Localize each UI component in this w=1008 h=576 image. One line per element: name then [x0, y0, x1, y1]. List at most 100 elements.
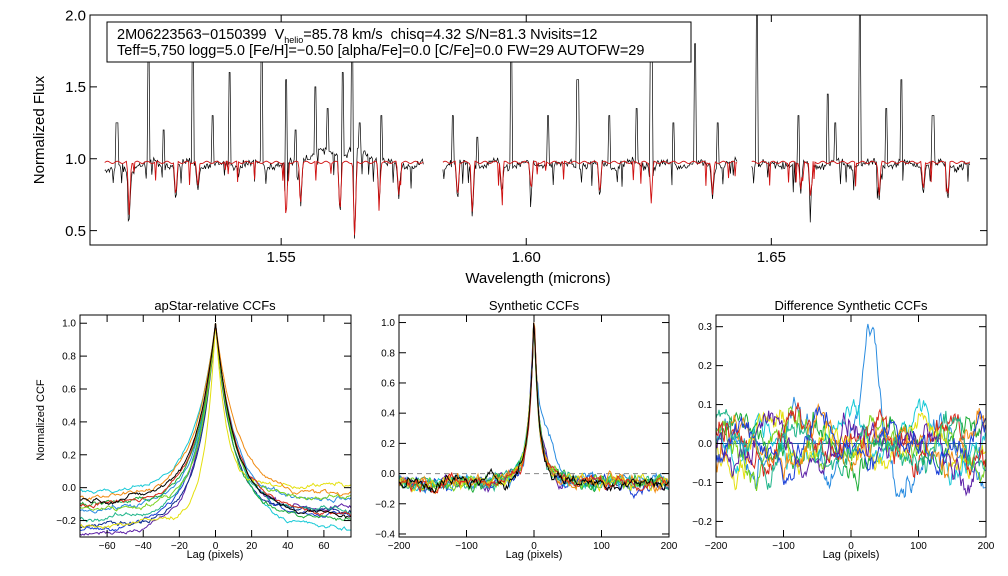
ccf-apstar-ytick-label: 0.6 — [62, 385, 76, 396]
ccf-difference-ytick-label: 0.1 — [698, 400, 712, 411]
ccf-apstar-xtick-label: −60 — [99, 541, 116, 552]
ccf-difference-ytick-label: 0.0 — [698, 439, 712, 450]
ccf-difference-title: Difference Synthetic CCFs — [775, 298, 928, 313]
ccf-apstar-xtick-label: 60 — [318, 541, 330, 552]
ccf-synthetic-ytick-label: 1.0 — [381, 318, 395, 329]
ccf-apstar-ytick-label: 1.0 — [62, 319, 76, 330]
ccf-difference-xlabel: Lag (pixels) — [823, 549, 880, 561]
ccf-apstar-series-orange — [80, 323, 351, 502]
spectrum-ticks: 1.55 1.60 1.65 0.5 1.0 1.5 2.0 — [65, 7, 987, 266]
model-spectrum-segment — [442, 160, 738, 212]
info-line-1: 2M06223563−0150399 Vhelio=85.78 km/s chisq… — [117, 27, 597, 45]
ccf-synthetic-ytick-label: 0.8 — [381, 348, 395, 359]
observed-spectrum-segment — [442, 43, 738, 217]
ccf-apstar-panel: −60 −40 −20 0 20 40 60 −0.2 0.0 0.2 0.4 0.6 0.8 1.0 a… — [35, 298, 352, 561]
ccf-difference-ytick-label: −0.2 — [692, 517, 712, 528]
spectrum-ytick-label: 1.0 — [65, 151, 86, 168]
spectrum-ylabel: Normalized Flux — [31, 75, 48, 184]
ccf-apstar-ytick-label: −0.2 — [56, 516, 76, 527]
ccf-synthetic-title: Synthetic CCFs — [489, 298, 580, 313]
ccf-apstar-title: apStar-relative CCFs — [154, 298, 276, 313]
info-line-2: Teff=5,750 logg=5.0 [Fe/H]=−0.50 [alpha/… — [117, 43, 644, 59]
ccf-difference-xtick-label: −200 — [705, 541, 728, 552]
ccf-apstar-ticks: −60 −40 −20 0 20 40 60 −0.2 0.0 0.2 0.4 0.6 0.8 1.0 — [56, 315, 351, 552]
ccf-synthetic-xtick-label: 0 — [531, 541, 537, 552]
ccf-synthetic-series-purple — [399, 322, 669, 494]
observed-spectrum-segment — [104, 21, 424, 239]
spectrum-traces — [104, 15, 971, 239]
spectrum-xtick-label: 1.55 — [267, 249, 296, 266]
ccf-apstar-ylabel: Normalized CCF — [35, 379, 47, 461]
ccf-synthetic-series-sky — [399, 322, 669, 494]
velocity-label: V — [275, 27, 285, 43]
ccf-synthetic-series-orange — [399, 322, 669, 495]
ccf-difference-xtick-label: 200 — [978, 541, 995, 552]
ccf-apstar-ytick-label: 0.2 — [62, 450, 76, 461]
ccf-apstar-series-sky — [80, 323, 351, 514]
info-box-frame — [106, 21, 692, 63]
info-box: 2M06223563−0150399 Vhelio=85.78 km/s chisq… — [106, 21, 692, 63]
ccf-synthetic-series-red — [399, 322, 669, 494]
ccf-apstar-xtick-label: −40 — [135, 541, 152, 552]
ccf-difference-ytick-label: 0.3 — [698, 322, 712, 333]
ccf-synthetic-ytick-label: −0.4 — [375, 529, 395, 540]
star-id: 2M06223563−0150399 — [117, 27, 267, 43]
ccf-apstar-xtick-label: 40 — [282, 541, 294, 552]
ccf-synthetic-xtick-label: 100 — [593, 541, 610, 552]
ccf-synthetic-xtick-label: −100 — [455, 541, 478, 552]
ccf-synthetic-panel: −200 −100 0 100 200 −0.4 −0.2 0.0 0.2 0.4 0.6 0.8 1.… — [375, 298, 678, 561]
ccf-synthetic-lines — [399, 322, 669, 500]
spectrum-ytick-label: 2.0 — [65, 7, 86, 24]
ccf-synthetic-ticks: −200 −100 0 100 200 −0.4 −0.2 0.0 0.2 0.4 0.6 0.8 1.… — [375, 315, 678, 552]
ccf-apstar-series-red — [80, 323, 351, 517]
ccf-synthetic-series-blue — [399, 322, 669, 500]
spectrum-ytick-label: 0.5 — [65, 223, 86, 240]
ccf-synthetic-xtick-label: −200 — [388, 541, 411, 552]
ccf-difference-xtick-label: −100 — [772, 541, 795, 552]
ccf-apstar-series-lime — [80, 323, 351, 512]
ccf-difference-lines — [716, 323, 986, 499]
ccf-apstar-xlabel: Lag (pixels) — [187, 549, 244, 561]
ccf-synthetic-series-cyan — [399, 322, 669, 492]
ccf-synthetic-frame — [398, 314, 670, 538]
ccf-difference-series-teal — [716, 409, 986, 490]
ccf-synthetic-ytick-label: 0.4 — [381, 409, 395, 420]
ccf-apstar-ytick-label: 0.0 — [62, 483, 76, 494]
ccf-apstar-series-teal — [80, 323, 351, 523]
ccf-apstar-xtick-label: −20 — [171, 541, 188, 552]
ccf-difference-panel: −200 −100 0 100 200 −0.2 −0.1 0.0 0.1 0.2 0.3 Diff… — [692, 298, 995, 561]
ccf-difference-ytick-label: 0.2 — [698, 361, 712, 372]
spectrum-xtick-label: 1.65 — [757, 249, 786, 266]
ccf-synthetic-series-teal — [399, 322, 669, 493]
ccf-synthetic-xlabel: Lag (pixels) — [506, 549, 563, 561]
ccf-apstar-series-navy — [80, 323, 351, 529]
ccf-apstar-xtick-label: 0 — [213, 541, 219, 552]
spectrum-frame — [89, 14, 988, 246]
ccf-synthetic-xtick-label: 200 — [661, 541, 678, 552]
ccf-synthetic-ytick-label: −0.2 — [375, 499, 395, 510]
ccf-difference-series-purple — [716, 410, 986, 497]
spectrum-panel: 1.55 1.60 1.65 0.5 1.0 1.5 2.0 Wavelength (mic… — [31, 7, 988, 287]
ccf-apstar-series-purple — [80, 323, 351, 536]
ccf-synthetic-series-black — [399, 322, 669, 494]
ccf-synthetic-series-green — [399, 322, 669, 494]
spectrum-ytick-label: 1.5 — [65, 79, 86, 96]
fit-stats: chisq=4.32 S/N=81.3 Nvisits=12 — [391, 27, 598, 43]
ccf-apstar-ytick-label: 0.4 — [62, 417, 76, 428]
ccf-synthetic-ytick-label: 0.2 — [381, 439, 395, 450]
velocity-subscript: helio — [284, 35, 303, 45]
ccf-apstar-series-black — [80, 323, 351, 519]
ccf-synthetic-series-lime — [399, 322, 669, 492]
ccf-difference-ticks: −200 −100 0 100 200 −0.2 −0.1 0.0 0.1 0.2 0.3 — [692, 315, 995, 552]
ccf-difference-xtick-label: 100 — [910, 541, 927, 552]
observed-spectrum-segment — [751, 15, 971, 223]
model-spectrum-segment — [104, 160, 424, 236]
ccf-difference-ytick-label: −0.1 — [692, 478, 712, 489]
model-spectrum-segment — [751, 160, 971, 196]
ccf-apstar-lines — [80, 323, 351, 536]
spectrum-xlabel: Wavelength (microns) — [465, 270, 610, 287]
ccf-apstar-ytick-label: 0.8 — [62, 352, 76, 363]
ccf-difference-xtick-label: 0 — [848, 541, 854, 552]
ccf-synthetic-series-yellow — [399, 322, 669, 493]
ccf-apstar-frame — [79, 314, 352, 538]
